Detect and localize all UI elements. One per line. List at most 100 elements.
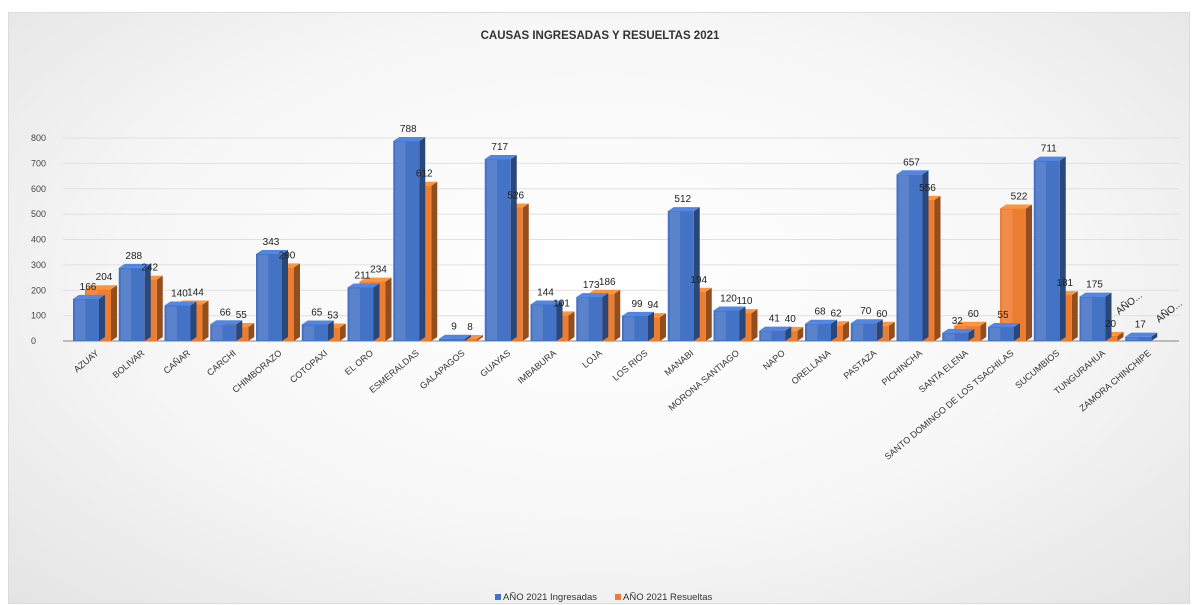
chart-title: CAUSAS INGRESADAS Y RESUELTAS 2021 (481, 30, 720, 42)
x-tick-label: SUCUMBIOS (1013, 348, 1061, 391)
data-label-ingresadas: 140 (171, 288, 188, 299)
bar-ingresadas (256, 250, 288, 341)
data-label-ingresadas: 788 (400, 124, 417, 135)
data-label-ingresadas: 211 (355, 270, 371, 281)
data-label-resueltas: 186 (599, 277, 616, 288)
legend-label-resueltas: AÑO 2021 Resueltas (623, 592, 712, 603)
y-tick-label: 500 (31, 209, 46, 219)
bar-ingresadas (348, 283, 380, 341)
bar-ingresadas (165, 301, 197, 341)
data-label-ingresadas: 32 (952, 316, 964, 327)
x-tick-label: ORELLANA (789, 348, 832, 387)
data-label-resueltas: 94 (647, 300, 659, 311)
data-label-resueltas: 110 (737, 296, 753, 307)
legend-swatch-resueltas (615, 594, 621, 600)
bar-ingresadas (73, 295, 105, 341)
data-label-ingresadas: 173 (583, 280, 600, 291)
bar-ingresadas (393, 137, 425, 341)
data-label-resueltas: 234 (370, 265, 387, 276)
y-tick-label: 0 (31, 336, 36, 346)
data-label-resueltas: 8 (467, 322, 473, 333)
x-tick-label: LOJA (580, 348, 604, 370)
x-tick-label: NAPO (761, 348, 787, 372)
data-label-ingresadas: 343 (263, 237, 280, 248)
data-label-ingresadas: 99 (631, 299, 643, 310)
bar-ingresadas (759, 327, 791, 341)
chart-svg: CAUSAS INGRESADAS Y RESUELTAS 2021 0 100 2… (9, 13, 1191, 605)
data-label-resueltas: 101 (553, 298, 570, 309)
bar-ingresadas (714, 307, 746, 341)
data-label-ingresadas: 68 (814, 307, 826, 318)
data-label-ingresadas: 166 (80, 282, 97, 293)
bar-ingresadas (851, 319, 883, 341)
data-label-resueltas: 40 (785, 314, 797, 325)
bar-ingresadas (119, 264, 151, 341)
data-label-ingresadas: 288 (125, 251, 142, 262)
data-label-resueltas: 612 (416, 169, 433, 180)
y-tick-label: 400 (31, 235, 46, 245)
overflow-label: AÑO... (1113, 289, 1145, 318)
data-label-resueltas: 144 (187, 287, 204, 298)
x-tick-label: PASTAZA (842, 348, 879, 381)
bar-ingresadas (485, 155, 517, 341)
data-label-ingresadas: 717 (491, 142, 508, 153)
bar-ingresadas (210, 320, 242, 341)
bar-ingresadas (1080, 293, 1112, 341)
data-label-resueltas: 60 (876, 309, 888, 320)
data-label-resueltas: 556 (919, 183, 936, 194)
overflow-label: AÑO... (1153, 297, 1185, 326)
x-tick-label: CARCHI (205, 348, 238, 378)
data-label-resueltas: 522 (1011, 192, 1028, 203)
x-tick-label: IMBABURA (516, 348, 558, 386)
data-label-resueltas: 526 (507, 191, 524, 202)
x-tick-label: GALAPAGOS (418, 348, 467, 391)
data-label-resueltas: 290 (279, 250, 296, 261)
data-label-ingresadas: 144 (537, 287, 554, 298)
data-label-resueltas: 181 (1056, 278, 1073, 289)
legend: AÑO 2021 Ingresadas AÑO 2021 Resueltas (495, 592, 712, 603)
data-label-resueltas: 60 (968, 309, 980, 320)
data-label-resueltas: 53 (327, 311, 339, 322)
data-label-resueltas: 204 (96, 272, 113, 283)
data-label-ingresadas: 120 (720, 294, 737, 305)
data-label-resueltas: 242 (141, 263, 158, 274)
bar-ingresadas (942, 329, 974, 341)
bar-ingresadas (805, 320, 837, 341)
x-tick-label: LOS RIOS (611, 348, 650, 383)
x-tick-label: BOLIVAR (111, 348, 147, 381)
data-label-ingresadas: 17 (1135, 320, 1147, 331)
x-tick-label: GUAYAS (478, 348, 512, 379)
y-tick-label: 600 (31, 184, 46, 194)
y-tick-label: 700 (31, 158, 46, 168)
y-tick-label: 100 (31, 311, 46, 321)
data-label-ingresadas: 70 (860, 306, 872, 317)
legend-swatch-ingresadas (495, 594, 501, 600)
data-label-ingresadas: 9 (451, 322, 457, 333)
x-tick-label: CHIMBORAZO (230, 348, 283, 395)
data-label-ingresadas: 711 (1041, 144, 1057, 155)
bar-ingresadas (622, 312, 654, 341)
bar-ingresadas (1125, 333, 1157, 341)
x-tick-label: ESMERALDAS (367, 348, 421, 395)
bar-ingresadas (1034, 157, 1066, 341)
bar-ingresadas (439, 335, 471, 341)
data-label-ingresadas: 66 (220, 307, 232, 318)
data-label-ingresadas: 175 (1086, 280, 1103, 291)
data-label-ingresadas: 41 (769, 314, 781, 325)
bar-ingresadas (897, 170, 929, 341)
data-label-resueltas: 62 (830, 308, 842, 319)
x-tick-label: MANABI (663, 348, 696, 378)
y-tick-label: 200 (31, 285, 46, 295)
data-label-ingresadas: 657 (903, 157, 920, 168)
data-label-resueltas: 20 (1105, 319, 1117, 330)
y-tick-label: 800 (31, 133, 46, 143)
x-tick-label: CAÑAR (162, 348, 193, 376)
chart-area: CAUSAS INGRESADAS Y RESUELTAS 2021 0 100 2… (8, 12, 1190, 604)
x-tick-label: EL ORO (343, 348, 375, 377)
x-tick-label: AZUAY (72, 348, 101, 375)
data-label-ingresadas: 55 (997, 310, 1009, 321)
x-tick-label: COTOPAXI (288, 348, 329, 385)
bar-ingresadas (302, 321, 334, 341)
